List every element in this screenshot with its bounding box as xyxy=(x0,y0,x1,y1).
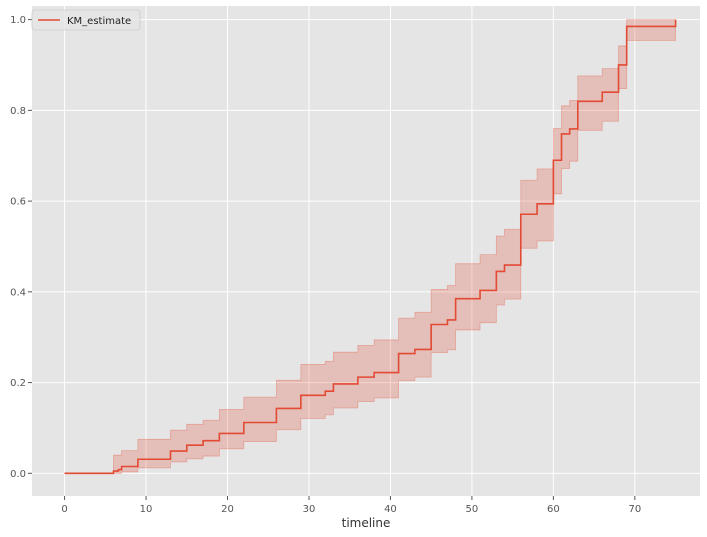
y-tick-label: 0.6 xyxy=(10,197,26,208)
legend-label-km-estimate: KM_estimate xyxy=(67,16,131,27)
y-tick-label: 0.2 xyxy=(10,378,26,389)
axis-ticks: 0 10 20 30 40 50 60 70 0.0 0.2 0.4 0.6 0.8 1.0 xyxy=(10,15,641,515)
x-tick-label: 60 xyxy=(547,504,560,515)
x-tick-label: 40 xyxy=(384,504,397,515)
x-tick-label: 70 xyxy=(628,504,641,515)
legend-box xyxy=(31,9,141,31)
km-estimate-line xyxy=(64,19,677,475)
y-tick-label: 0.0 xyxy=(10,469,26,480)
grid-lines xyxy=(32,6,700,496)
x-tick-label: 30 xyxy=(303,504,316,515)
y-tick-label: 0.8 xyxy=(10,106,26,117)
x-tick-label: 0 xyxy=(61,504,67,515)
x-tick-label: 20 xyxy=(221,504,234,515)
x-axis-label: timeline xyxy=(342,516,391,530)
y-tick-label: 0.4 xyxy=(10,287,26,298)
km-estimate-series xyxy=(64,19,677,475)
x-tick-label: 10 xyxy=(140,504,153,515)
x-tick-label: 50 xyxy=(466,504,479,515)
y-tick-label: 1.0 xyxy=(10,15,26,26)
legend[interactable]: KM_estimate xyxy=(31,9,141,31)
plot-background xyxy=(32,6,700,496)
